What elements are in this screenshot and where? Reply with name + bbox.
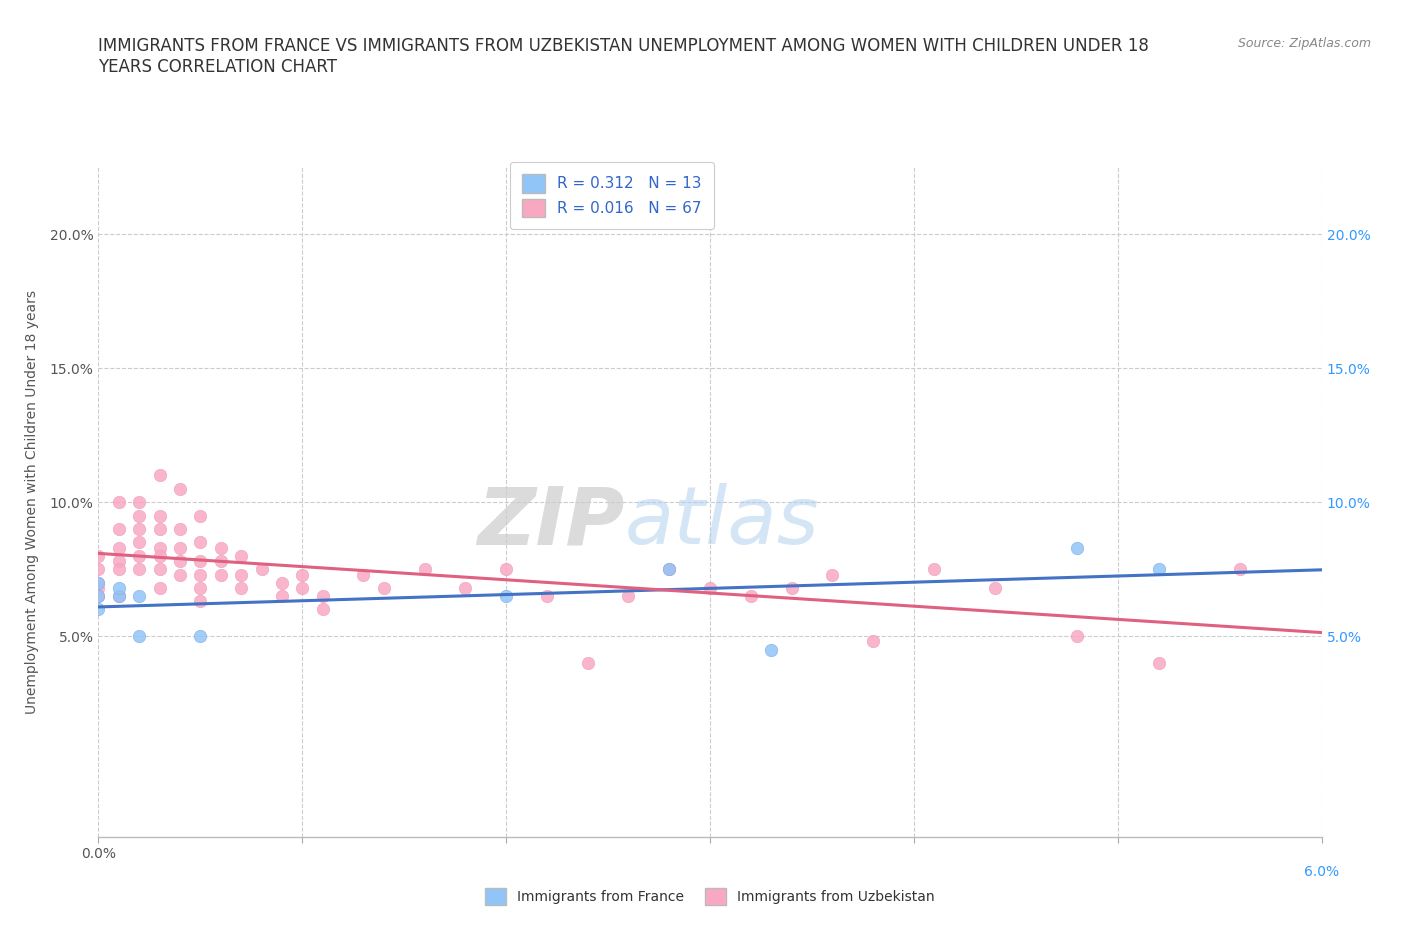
Point bbox=[87, 602, 110, 617]
Point bbox=[188, 567, 212, 582]
Point bbox=[536, 589, 558, 604]
Point bbox=[761, 642, 783, 657]
Point bbox=[149, 580, 172, 595]
Text: IMMIGRANTS FROM FRANCE VS IMMIGRANTS FROM UZBEKISTAN UNEMPLOYMENT AMONG WOMEN WI: IMMIGRANTS FROM FRANCE VS IMMIGRANTS FRO… bbox=[98, 37, 1149, 76]
Point bbox=[740, 589, 762, 604]
Point bbox=[87, 589, 110, 604]
Point bbox=[209, 540, 232, 555]
Point bbox=[1147, 562, 1170, 577]
Point bbox=[311, 602, 335, 617]
Point bbox=[495, 562, 517, 577]
Point bbox=[108, 553, 131, 568]
Point bbox=[617, 589, 640, 604]
Point bbox=[108, 495, 131, 510]
Point bbox=[352, 567, 374, 582]
Point bbox=[169, 522, 191, 537]
Point bbox=[658, 562, 681, 577]
Point bbox=[209, 567, 232, 582]
Point bbox=[149, 562, 172, 577]
Point bbox=[169, 482, 191, 497]
Point bbox=[87, 575, 110, 590]
Point bbox=[922, 562, 945, 577]
Point bbox=[128, 522, 150, 537]
Point bbox=[188, 594, 212, 609]
Point bbox=[128, 629, 150, 644]
Point bbox=[413, 562, 436, 577]
Point bbox=[291, 580, 314, 595]
Point bbox=[87, 589, 110, 604]
Point bbox=[188, 629, 212, 644]
Point bbox=[149, 549, 172, 564]
Point bbox=[128, 562, 150, 577]
Point bbox=[291, 567, 314, 582]
Point bbox=[231, 580, 253, 595]
Point bbox=[149, 508, 172, 523]
Legend: R = 0.312   N = 13, R = 0.016   N = 67: R = 0.312 N = 13, R = 0.016 N = 67 bbox=[510, 162, 714, 230]
Text: 6.0%: 6.0% bbox=[1305, 865, 1339, 879]
Text: ZIP: ZIP bbox=[477, 484, 624, 562]
Point bbox=[108, 589, 131, 604]
Point bbox=[169, 540, 191, 555]
Point bbox=[188, 580, 212, 595]
Point bbox=[128, 589, 150, 604]
Point bbox=[188, 553, 212, 568]
Point bbox=[149, 522, 172, 537]
Point bbox=[495, 589, 517, 604]
Point bbox=[149, 540, 172, 555]
Point bbox=[231, 549, 253, 564]
Point bbox=[149, 468, 172, 483]
Point bbox=[108, 580, 131, 595]
Point bbox=[821, 567, 844, 582]
Point bbox=[270, 575, 292, 590]
Point bbox=[209, 553, 232, 568]
Point bbox=[128, 508, 150, 523]
Point bbox=[576, 656, 599, 671]
Point bbox=[108, 540, 131, 555]
Point bbox=[862, 634, 884, 649]
Point bbox=[87, 580, 110, 595]
Point bbox=[1229, 562, 1251, 577]
Point bbox=[1066, 540, 1088, 555]
Point bbox=[169, 553, 191, 568]
Text: Source: ZipAtlas.com: Source: ZipAtlas.com bbox=[1237, 37, 1371, 50]
Point bbox=[780, 580, 803, 595]
Point bbox=[250, 562, 273, 577]
Point bbox=[699, 580, 721, 595]
Point bbox=[169, 567, 191, 582]
Point bbox=[87, 549, 110, 564]
Point bbox=[87, 562, 110, 577]
Text: atlas: atlas bbox=[624, 484, 820, 562]
Point bbox=[188, 535, 212, 550]
Point bbox=[373, 580, 395, 595]
Point bbox=[231, 567, 253, 582]
Point bbox=[454, 580, 477, 595]
Point bbox=[984, 580, 1007, 595]
Point bbox=[87, 575, 110, 590]
Point bbox=[128, 495, 150, 510]
Point bbox=[311, 589, 335, 604]
Point bbox=[1147, 656, 1170, 671]
Point bbox=[108, 589, 131, 604]
Point bbox=[1066, 629, 1088, 644]
Point bbox=[188, 508, 212, 523]
Point bbox=[658, 562, 681, 577]
Y-axis label: Unemployment Among Women with Children Under 18 years: Unemployment Among Women with Children U… bbox=[24, 290, 38, 714]
Point bbox=[128, 549, 150, 564]
Point bbox=[108, 522, 131, 537]
Point bbox=[108, 562, 131, 577]
Point bbox=[270, 589, 292, 604]
Point bbox=[128, 535, 150, 550]
